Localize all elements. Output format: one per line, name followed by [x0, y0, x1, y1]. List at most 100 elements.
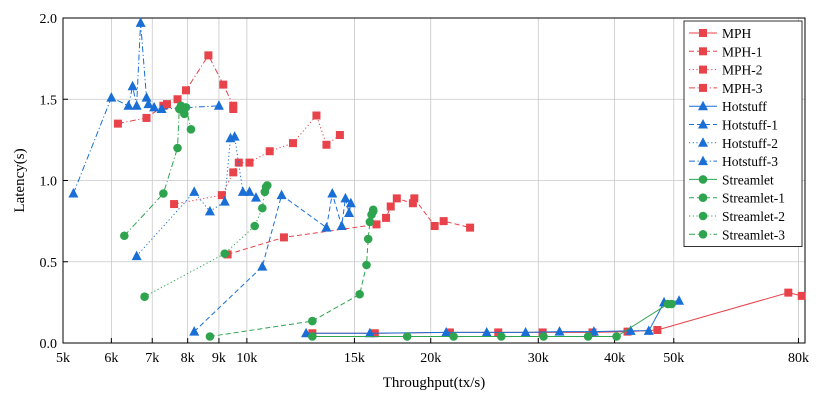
legend-item-mph-1: MPH-1	[689, 44, 763, 59]
legend-label: Hotstuff-1	[722, 118, 778, 133]
data-point-hotstuff-3	[106, 92, 117, 102]
data-point-streamlet	[667, 299, 676, 309]
data-point-hotstuff-1	[321, 222, 332, 232]
data-point-mph-1	[466, 223, 475, 232]
data-point-hotstuff	[674, 295, 685, 305]
legend-marker	[698, 100, 708, 111]
legend-label: Streamlet-2	[722, 209, 785, 224]
legend-label: Streamlet	[722, 172, 774, 187]
legend-marker	[699, 47, 707, 56]
x-tick-label: 9k	[212, 351, 226, 366]
data-point-hotstuff-1	[345, 197, 356, 208]
y-tick-label: 1.0	[40, 175, 58, 190]
series-line-hotstuff-1	[193, 193, 352, 332]
data-point-mph-1	[279, 233, 288, 242]
data-point-mph-2	[245, 158, 254, 167]
x-tick-label: 15k	[344, 351, 365, 366]
x-tick-label: 6k	[104, 351, 118, 366]
data-point-mph-1	[392, 194, 401, 203]
series-line-hotstuff-2	[136, 135, 257, 257]
data-point-mph-2	[234, 158, 243, 167]
data-point-mph-2	[170, 200, 179, 209]
data-point-mph-1	[408, 199, 417, 208]
series-mph-3	[113, 51, 238, 128]
legend-marker	[698, 193, 708, 202]
data-point-hotstuff-3	[131, 100, 142, 110]
series-streamlet-3	[120, 101, 196, 241]
data-point-hotstuff-3	[149, 101, 160, 112]
legend-label: Hotstuff	[722, 99, 767, 114]
data-point-hotstuff-2	[244, 186, 255, 196]
legend: MPH MPH-1 MPH-2 MPH-3 Hotstuff Hotstuff-1 Hots…	[683, 20, 803, 248]
data-point-mph-1	[372, 220, 381, 229]
legend-item-mph-2: MPH-2	[689, 63, 763, 78]
data-point-hotstuff	[643, 325, 654, 335]
data-point-mph-2	[335, 131, 344, 139]
legend-label: Streamlet-3	[722, 227, 785, 242]
x-tick-label: 30k	[528, 351, 549, 366]
legend-item-hotstuff-2: Hotstuff-2	[689, 136, 778, 151]
data-point-streamlet-2	[140, 292, 149, 301]
data-point-streamlet	[402, 332, 412, 341]
data-point-mph	[797, 291, 806, 300]
data-point-mph-1	[386, 202, 395, 211]
legend-marker	[698, 155, 708, 166]
data-point-streamlet-1	[205, 332, 215, 341]
data-point-mph-3	[142, 113, 151, 122]
data-point-hotstuff-1	[189, 326, 200, 336]
data-point-hotstuff-1	[336, 220, 347, 230]
legend-item-hotstuff-3: Hotstuff-3	[689, 154, 778, 169]
legend-label: MPH-3	[722, 81, 763, 96]
data-point-mph-1	[410, 194, 419, 203]
data-point-streamlet	[612, 332, 621, 341]
legend-box	[683, 20, 803, 248]
data-point-mph-1	[439, 217, 448, 226]
y-tick-label: 2.0	[40, 12, 58, 27]
data-point-streamlet-3	[181, 103, 191, 112]
legend-item-streamlet-2: Streamlet-2	[689, 209, 785, 224]
data-point-hotstuff	[364, 327, 375, 338]
data-point-hotstuff-2	[131, 250, 142, 261]
legend-marker	[698, 137, 708, 147]
series-line-mph-3	[117, 54, 234, 125]
data-point-hotstuff-2	[204, 205, 215, 216]
data-point-streamlet-1	[362, 260, 371, 270]
series-line-streamlet-3	[123, 104, 192, 237]
data-point-mph-3	[182, 86, 191, 95]
legend-marker	[698, 119, 708, 129]
series-line-mph-2	[174, 114, 341, 205]
data-point-streamlet-2	[262, 181, 272, 190]
data-point-mph-2	[322, 140, 331, 149]
data-point-streamlet	[539, 332, 548, 341]
y-tick-label: 0.5	[40, 256, 58, 271]
x-tick-label: 10k	[236, 351, 257, 366]
series-layer	[68, 17, 806, 341]
x-tick-label: 80k	[788, 351, 809, 366]
data-point-streamlet-3	[173, 143, 182, 153]
data-point-hotstuff-3	[143, 98, 154, 109]
legend-label: MPH-1	[722, 44, 763, 59]
data-point-hotstuff-3	[123, 100, 134, 110]
x-tick-label: 8k	[181, 351, 195, 366]
data-point-streamlet-1	[308, 316, 317, 326]
data-point-streamlet-2	[258, 203, 267, 213]
data-point-hotstuff	[441, 326, 452, 337]
series-streamlet-1	[205, 205, 378, 341]
data-point-mph-3	[229, 105, 238, 113]
x-tick-label: 7k	[145, 351, 159, 366]
legend-label: MPH	[722, 26, 752, 41]
legend-item-mph: MPH	[689, 26, 752, 41]
data-point-hotstuff-1	[257, 261, 268, 271]
series-line-hotstuff	[306, 300, 680, 334]
data-point-mph-2	[312, 111, 321, 120]
data-point-hotstuff-3	[127, 80, 138, 91]
data-point-streamlet-1	[368, 205, 378, 215]
data-point-streamlet-1	[365, 217, 375, 227]
data-point-streamlet-3	[120, 231, 129, 241]
data-point-hotstuff-1	[276, 189, 287, 200]
data-point-mph-3	[162, 100, 171, 109]
series-mph-2	[170, 111, 344, 209]
data-point-mph-2	[289, 139, 298, 148]
x-tick-label: 20k	[420, 351, 441, 366]
legend-item-streamlet-3: Streamlet-3	[689, 227, 785, 242]
